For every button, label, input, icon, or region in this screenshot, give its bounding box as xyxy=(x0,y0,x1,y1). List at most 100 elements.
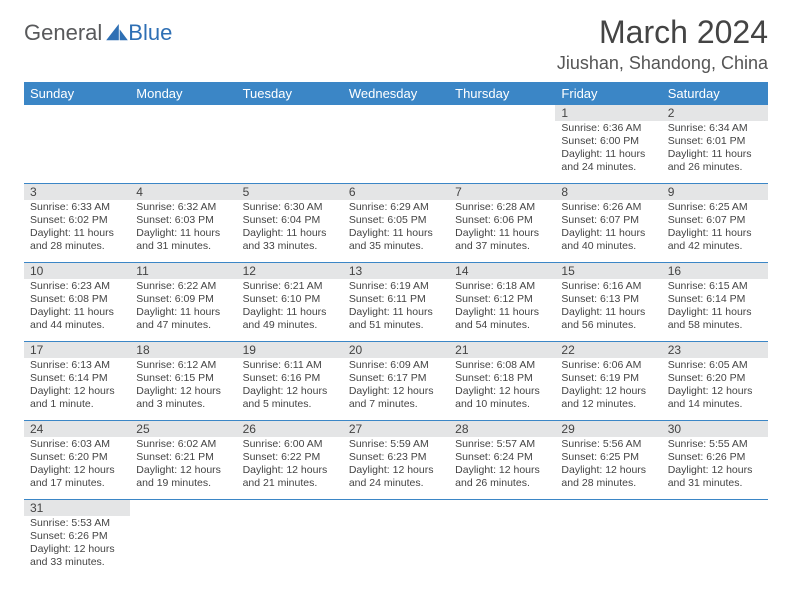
sunrise-text: Sunrise: 6:12 AM xyxy=(136,359,230,372)
day-cell: 1Sunrise: 6:36 AMSunset: 6:00 PMDaylight… xyxy=(555,105,661,183)
day-number: 27 xyxy=(343,421,449,437)
sunset-text: Sunset: 6:02 PM xyxy=(30,214,124,227)
day-cell: 10Sunrise: 6:23 AMSunset: 6:08 PMDayligh… xyxy=(24,263,130,341)
sunrise-text: Sunrise: 5:53 AM xyxy=(30,517,124,530)
day-cell: 17Sunrise: 6:13 AMSunset: 6:14 PMDayligh… xyxy=(24,342,130,420)
week-row: 3Sunrise: 6:33 AMSunset: 6:02 PMDaylight… xyxy=(24,184,768,263)
sunset-text: Sunset: 6:07 PM xyxy=(561,214,655,227)
logo-text-blue: Blue xyxy=(128,20,172,46)
daylight-text: Daylight: 12 hours and 1 minute. xyxy=(30,385,124,411)
day-number: 21 xyxy=(449,342,555,358)
sunrise-text: Sunrise: 6:03 AM xyxy=(30,438,124,451)
day-details: Sunrise: 6:15 AMSunset: 6:14 PMDaylight:… xyxy=(662,279,768,336)
sunrise-text: Sunrise: 6:32 AM xyxy=(136,201,230,214)
location-label: Jiushan, Shandong, China xyxy=(557,53,768,74)
sunset-text: Sunset: 6:06 PM xyxy=(455,214,549,227)
sunrise-text: Sunrise: 6:06 AM xyxy=(561,359,655,372)
sunset-text: Sunset: 6:11 PM xyxy=(349,293,443,306)
sunset-text: Sunset: 6:25 PM xyxy=(561,451,655,464)
sunset-text: Sunset: 6:14 PM xyxy=(30,372,124,385)
day-details: Sunrise: 5:59 AMSunset: 6:23 PMDaylight:… xyxy=(343,437,449,494)
day-number: 12 xyxy=(237,263,343,279)
daylight-text: Daylight: 11 hours and 44 minutes. xyxy=(30,306,124,332)
sunset-text: Sunset: 6:26 PM xyxy=(30,530,124,543)
header: General Blue March 2024 Jiushan, Shandon… xyxy=(24,14,768,74)
day-details: Sunrise: 6:34 AMSunset: 6:01 PMDaylight:… xyxy=(662,121,768,178)
day-number: 19 xyxy=(237,342,343,358)
day-cell xyxy=(449,105,555,183)
daylight-text: Daylight: 12 hours and 28 minutes. xyxy=(561,464,655,490)
day-cell xyxy=(343,105,449,183)
daylight-text: Daylight: 11 hours and 49 minutes. xyxy=(243,306,337,332)
daylight-text: Daylight: 11 hours and 40 minutes. xyxy=(561,227,655,253)
sunrise-text: Sunrise: 6:25 AM xyxy=(668,201,762,214)
daylight-text: Daylight: 11 hours and 33 minutes. xyxy=(243,227,337,253)
sunrise-text: Sunrise: 6:30 AM xyxy=(243,201,337,214)
sunset-text: Sunset: 6:22 PM xyxy=(243,451,337,464)
day-number: 15 xyxy=(555,263,661,279)
day-details: Sunrise: 6:26 AMSunset: 6:07 PMDaylight:… xyxy=(555,200,661,257)
day-cell xyxy=(24,105,130,183)
sunset-text: Sunset: 6:13 PM xyxy=(561,293,655,306)
sunrise-text: Sunrise: 5:59 AM xyxy=(349,438,443,451)
daylight-text: Daylight: 11 hours and 26 minutes. xyxy=(668,148,762,174)
day-number: 25 xyxy=(130,421,236,437)
daylight-text: Daylight: 12 hours and 19 minutes. xyxy=(136,464,230,490)
daylight-text: Daylight: 11 hours and 54 minutes. xyxy=(455,306,549,332)
day-number: 1 xyxy=(555,105,661,121)
daylight-text: Daylight: 11 hours and 56 minutes. xyxy=(561,306,655,332)
day-cell: 23Sunrise: 6:05 AMSunset: 6:20 PMDayligh… xyxy=(662,342,768,420)
page-title: March 2024 xyxy=(557,14,768,51)
day-details: Sunrise: 6:19 AMSunset: 6:11 PMDaylight:… xyxy=(343,279,449,336)
day-details: Sunrise: 5:57 AMSunset: 6:24 PMDaylight:… xyxy=(449,437,555,494)
sunrise-text: Sunrise: 6:11 AM xyxy=(243,359,337,372)
day-cell: 2Sunrise: 6:34 AMSunset: 6:01 PMDaylight… xyxy=(662,105,768,183)
day-details: Sunrise: 6:29 AMSunset: 6:05 PMDaylight:… xyxy=(343,200,449,257)
day-details: Sunrise: 6:18 AMSunset: 6:12 PMDaylight:… xyxy=(449,279,555,336)
day-number: 8 xyxy=(555,184,661,200)
day-cell: 20Sunrise: 6:09 AMSunset: 6:17 PMDayligh… xyxy=(343,342,449,420)
day-number: 28 xyxy=(449,421,555,437)
sunset-text: Sunset: 6:26 PM xyxy=(668,451,762,464)
day-cell: 15Sunrise: 6:16 AMSunset: 6:13 PMDayligh… xyxy=(555,263,661,341)
sunset-text: Sunset: 6:24 PM xyxy=(455,451,549,464)
day-cell xyxy=(237,105,343,183)
sunrise-text: Sunrise: 6:05 AM xyxy=(668,359,762,372)
sunrise-text: Sunrise: 6:19 AM xyxy=(349,280,443,293)
sunrise-text: Sunrise: 6:08 AM xyxy=(455,359,549,372)
week-row: 17Sunrise: 6:13 AMSunset: 6:14 PMDayligh… xyxy=(24,342,768,421)
sunset-text: Sunset: 6:18 PM xyxy=(455,372,549,385)
sunset-text: Sunset: 6:04 PM xyxy=(243,214,337,227)
sunset-text: Sunset: 6:09 PM xyxy=(136,293,230,306)
sunset-text: Sunset: 6:05 PM xyxy=(349,214,443,227)
day-cell xyxy=(662,500,768,578)
sunrise-text: Sunrise: 6:26 AM xyxy=(561,201,655,214)
daylight-text: Daylight: 11 hours and 58 minutes. xyxy=(668,306,762,332)
daylight-text: Daylight: 12 hours and 33 minutes. xyxy=(30,543,124,569)
day-number: 17 xyxy=(24,342,130,358)
title-block: March 2024 Jiushan, Shandong, China xyxy=(557,14,768,74)
day-cell: 25Sunrise: 6:02 AMSunset: 6:21 PMDayligh… xyxy=(130,421,236,499)
day-number: 6 xyxy=(343,184,449,200)
day-number: 20 xyxy=(343,342,449,358)
weekday-header: Monday xyxy=(130,82,236,105)
day-details: Sunrise: 6:23 AMSunset: 6:08 PMDaylight:… xyxy=(24,279,130,336)
sunrise-text: Sunrise: 6:34 AM xyxy=(668,122,762,135)
day-number: 13 xyxy=(343,263,449,279)
sunrise-text: Sunrise: 5:56 AM xyxy=(561,438,655,451)
day-number: 2 xyxy=(662,105,768,121)
sunrise-text: Sunrise: 6:21 AM xyxy=(243,280,337,293)
sunrise-text: Sunrise: 6:09 AM xyxy=(349,359,443,372)
weekday-header: Thursday xyxy=(449,82,555,105)
day-number: 9 xyxy=(662,184,768,200)
day-cell: 24Sunrise: 6:03 AMSunset: 6:20 PMDayligh… xyxy=(24,421,130,499)
weekday-header-row: Sunday Monday Tuesday Wednesday Thursday… xyxy=(24,82,768,105)
daylight-text: Daylight: 11 hours and 35 minutes. xyxy=(349,227,443,253)
daylight-text: Daylight: 11 hours and 47 minutes. xyxy=(136,306,230,332)
sunset-text: Sunset: 6:15 PM xyxy=(136,372,230,385)
daylight-text: Daylight: 11 hours and 51 minutes. xyxy=(349,306,443,332)
sunset-text: Sunset: 6:17 PM xyxy=(349,372,443,385)
day-details: Sunrise: 6:33 AMSunset: 6:02 PMDaylight:… xyxy=(24,200,130,257)
day-details: Sunrise: 6:30 AMSunset: 6:04 PMDaylight:… xyxy=(237,200,343,257)
weekday-header: Saturday xyxy=(662,82,768,105)
